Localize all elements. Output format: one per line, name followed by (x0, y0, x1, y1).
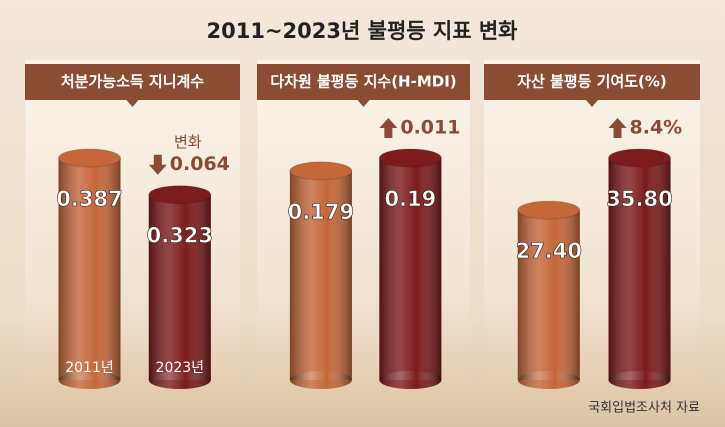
cylinder-shade (289, 170, 352, 380)
value-label: 0.387 (56, 187, 122, 211)
change-arrow (148, 154, 167, 175)
category-label: 2023년 (156, 360, 205, 376)
cylinder-shade (379, 158, 442, 380)
main-title: 2011~2023년 불평등 지표 변화 (207, 19, 519, 43)
cylinder-top (148, 185, 212, 205)
change-label: 0.011 (400, 117, 460, 139)
category-label: 2011년 (65, 360, 114, 376)
source: 국회입법조사처 자료 (588, 401, 700, 416)
panel-header (484, 64, 700, 107)
cylinder-top (517, 200, 581, 220)
cylinder-top (608, 148, 672, 168)
change-arrow (379, 118, 398, 138)
change-arrow (608, 118, 627, 138)
cylinder-shade (517, 210, 580, 380)
value-label: 35.80 (606, 187, 672, 211)
cylinder-shade (608, 158, 671, 380)
value-label: 0.323 (147, 224, 213, 248)
change-label: 8.4% (630, 117, 683, 139)
change-label: 0.064 (170, 153, 230, 175)
value-label: 0.19 (384, 187, 436, 211)
value-label: 0.179 (288, 200, 354, 224)
cylinder-top (58, 148, 121, 168)
panel-title: 다차원 불평등 지수(H-MDI) (270, 73, 456, 91)
change-caption: 변화 (174, 133, 202, 151)
panel-title: 자산 불평등 기여도(%) (517, 73, 667, 91)
panel-header (257, 64, 470, 107)
charts: 처분가능소득 지니계수 0.387 2011년 0.323 2023년 변화 0.064 다차… (25, 60, 700, 400)
cylinder-shade (148, 194, 211, 380)
cylinder-top (378, 148, 442, 168)
value-label: 27.40 (516, 239, 582, 263)
cylinder-shade (58, 158, 121, 380)
panel-title: 처분가능소득 지니계수 (61, 73, 204, 91)
cylinder-top (289, 161, 353, 181)
panel-header (25, 64, 240, 107)
